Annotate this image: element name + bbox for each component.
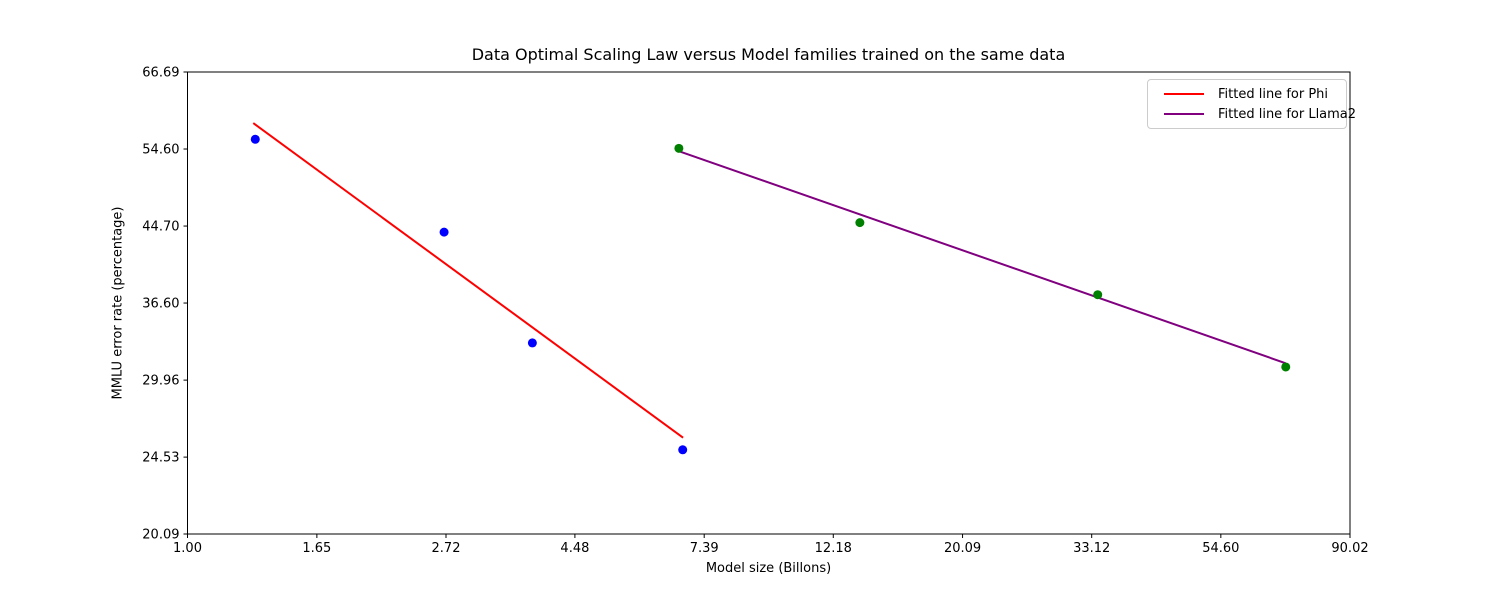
point-llama2 — [674, 143, 684, 153]
y-tick-label: 54.60 — [142, 143, 179, 158]
point-phi — [250, 134, 260, 144]
y-tick-label: 20.09 — [142, 528, 179, 543]
llama2-line-swatch — [1164, 113, 1204, 115]
fit-line-llama2 — [678, 150, 1287, 365]
fit-line-phi — [252, 122, 684, 439]
legend-label-phi: Fitted line for Phi — [1218, 86, 1329, 102]
axes-frame — [187, 71, 1351, 535]
phi-line-swatch — [1164, 93, 1204, 95]
point-phi — [439, 227, 449, 237]
x-tick-label: 4.48 — [560, 541, 589, 556]
legend-label-llama2: Fitted line for Llama2 — [1218, 106, 1357, 122]
legend-item-llama2: Fitted line for Llama2 — [1164, 104, 1356, 124]
x-tick-label: 7.39 — [690, 541, 719, 556]
x-tick-label: 54.60 — [1202, 541, 1239, 556]
x-tick-label: 2.72 — [432, 541, 461, 556]
y-axis-label: MMLU error rate (percentage) — [110, 206, 126, 400]
y-tick-label: 36.60 — [142, 297, 179, 312]
y-tick-label: 29.96 — [142, 374, 179, 389]
point-llama2 — [855, 218, 865, 228]
x-tick-label: 1.65 — [302, 541, 331, 556]
chart-title: Data Optimal Scaling Law versus Model fa… — [471, 45, 1066, 64]
y-tick-label: 24.53 — [142, 451, 179, 466]
y-tick-label: 66.69 — [142, 66, 179, 81]
x-tick-label: 20.09 — [944, 541, 981, 556]
x-tick-label: 1.00 — [173, 541, 202, 556]
point-llama2 — [1281, 362, 1291, 372]
point-phi — [678, 445, 688, 455]
x-tick-label: 33.12 — [1073, 541, 1110, 556]
point-llama2 — [1093, 290, 1103, 300]
y-tick-label: 44.70 — [142, 220, 179, 235]
legend: Fitted line for Phi Fitted line for Llam… — [1147, 79, 1356, 129]
legend-item-phi: Fitted line for Phi — [1164, 84, 1338, 104]
point-phi — [527, 338, 537, 348]
x-axis-label: Model size (Billons) — [705, 561, 832, 576]
x-tick-label: 90.02 — [1331, 541, 1368, 556]
x-tick-label: 12.18 — [815, 541, 852, 556]
